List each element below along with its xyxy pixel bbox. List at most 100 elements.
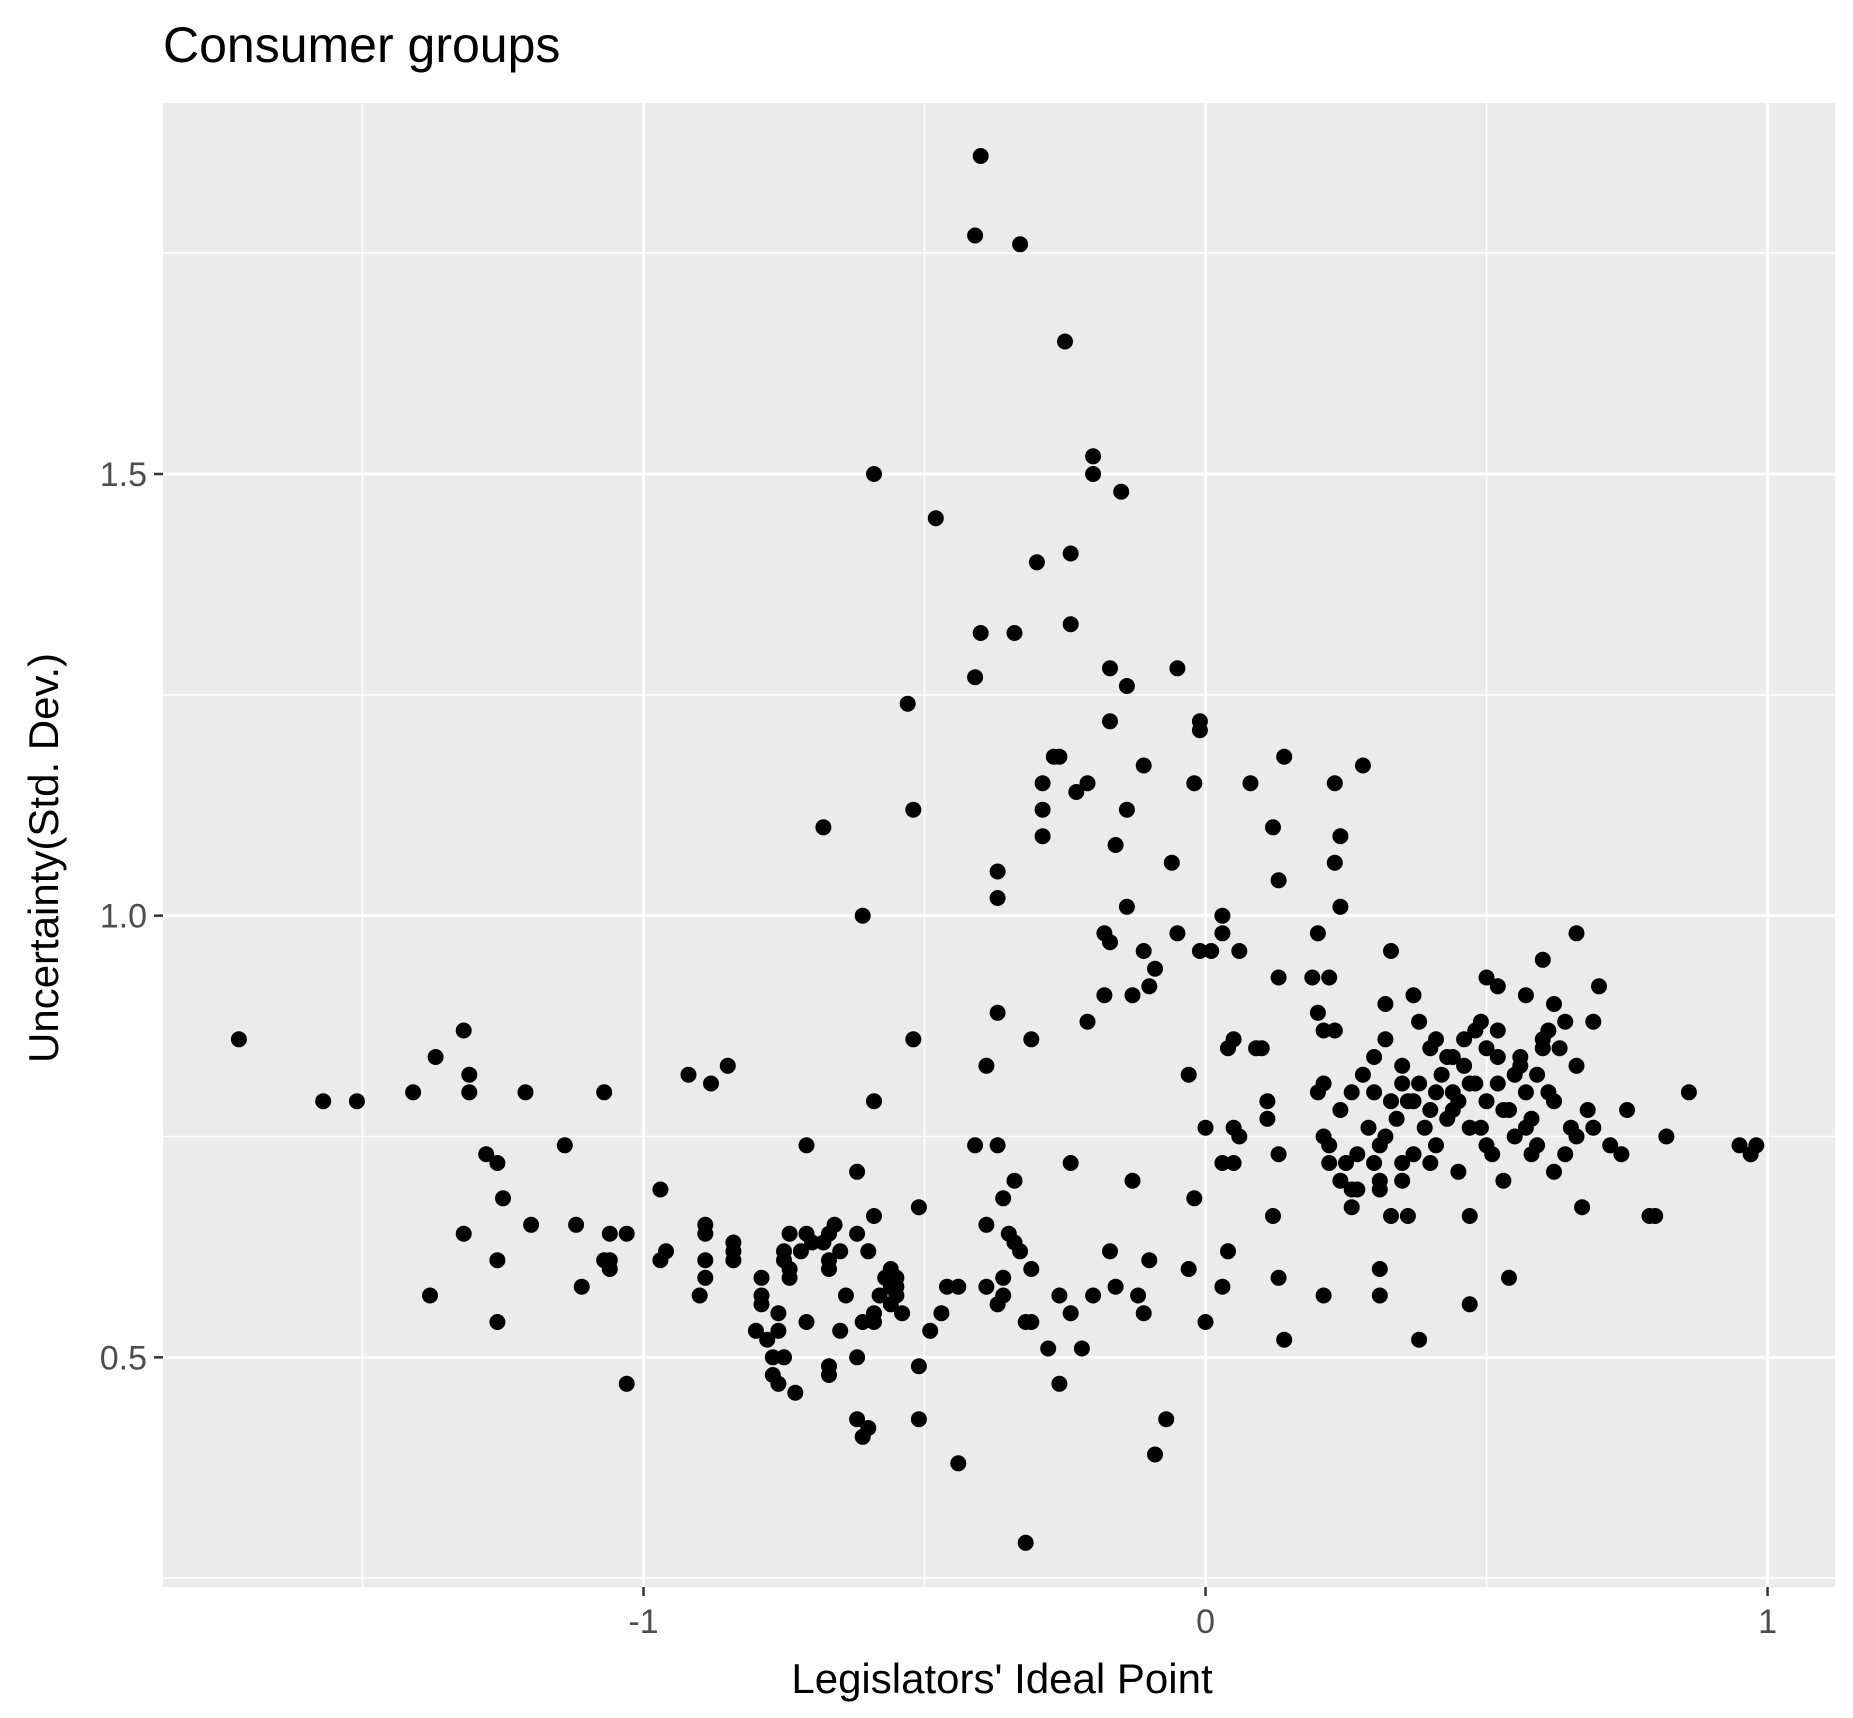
data-point [1124,987,1141,1004]
data-point [1102,660,1118,677]
data-point [927,510,944,527]
data-point [1461,1075,1478,1092]
data-point [1265,1208,1281,1224]
data-point [1231,943,1248,959]
data-point [1489,1049,1506,1065]
data-point [989,1296,1006,1313]
data-point [1135,757,1152,774]
data-point [1568,1057,1585,1074]
x-tick-label: 1 [1758,1603,1777,1641]
data-point [315,1093,332,1110]
data-point [1214,907,1231,924]
data-point [1343,1199,1360,1216]
data-point [489,1155,506,1171]
data-point [1051,748,1068,765]
data-point [1444,1049,1461,1065]
data-point [1411,1331,1428,1348]
data-point [489,1252,506,1269]
data-point [1051,1375,1068,1392]
data-point [821,1367,837,1383]
data-point [1371,1137,1388,1154]
data-point [348,1093,365,1110]
data-point [1647,1208,1664,1224]
data-point [1456,1031,1473,1048]
data-point [764,1367,781,1383]
data-point [849,1225,866,1242]
data-point [978,1216,995,1233]
data-point [989,1004,1006,1021]
data-point [652,1252,669,1269]
data-point [787,1384,804,1401]
data-point [832,1322,849,1339]
data-point [995,1190,1012,1207]
data-point [1534,951,1551,968]
data-point [776,1349,792,1366]
data-point [1332,1172,1349,1189]
data-point [1512,1049,1529,1065]
data-point [1731,1137,1748,1154]
data-point [1118,678,1135,694]
data-point [1399,1208,1416,1224]
data-point [455,1022,472,1039]
data-point [1371,1172,1388,1189]
data-point [849,1411,866,1428]
data-point [1360,1119,1377,1136]
data-point [1489,1075,1506,1092]
data-point [1450,1093,1467,1110]
data-point [933,1305,950,1322]
data-point [882,1296,899,1313]
data-point [573,1278,590,1295]
data-point [1411,1013,1428,1030]
data-point [1270,1269,1287,1286]
data-point [849,1349,866,1366]
data-point [461,1066,478,1083]
minor-gridlines [163,103,1835,1587]
data-point [1450,1163,1467,1180]
data-point [1068,784,1085,800]
data-point [781,1225,798,1242]
data-point [815,819,832,836]
data-point [1158,1411,1175,1428]
data-point [770,1322,787,1339]
data-point [989,1137,1006,1154]
data-point [556,1137,573,1154]
data-point [950,1278,967,1295]
data-point [1141,978,1158,995]
data-point [1416,1119,1433,1136]
data-point [1130,1287,1147,1304]
data-point [1023,1261,1040,1277]
data-point [1118,898,1135,915]
data-point [849,1163,866,1180]
data-point [596,1252,613,1269]
data-point [894,1305,911,1322]
data-point [1422,1102,1439,1118]
data-point [1377,996,1394,1012]
data-point [489,1314,506,1330]
x-axis-title: Legislators' Ideal Point [791,1655,1213,1702]
data-point [854,1314,871,1330]
data-point [910,1411,927,1428]
data-point [972,148,989,164]
data-point [1023,1031,1040,1048]
y-tick-label: 0.5 [100,1339,147,1377]
data-point [1326,1022,1343,1039]
data-point [517,1084,534,1101]
data-point [1574,1199,1591,1216]
data-point [877,1269,894,1286]
data-point [1366,1155,1383,1171]
data-point [719,1057,736,1074]
data-point [854,1428,871,1445]
data-point [1579,1102,1596,1118]
data-point [652,1181,669,1198]
data-point [1315,1022,1332,1039]
data-point [1163,854,1180,871]
data-point [1366,1084,1383,1101]
y-axis: 0.5 1.0 1.5 [100,456,163,1377]
data-point [1585,1119,1602,1136]
data-point [1000,1225,1017,1242]
data-point [495,1190,511,1207]
data-point [1315,1287,1332,1304]
data-point [1354,757,1371,774]
data-point [1540,1022,1557,1039]
data-point [1214,1278,1231,1295]
